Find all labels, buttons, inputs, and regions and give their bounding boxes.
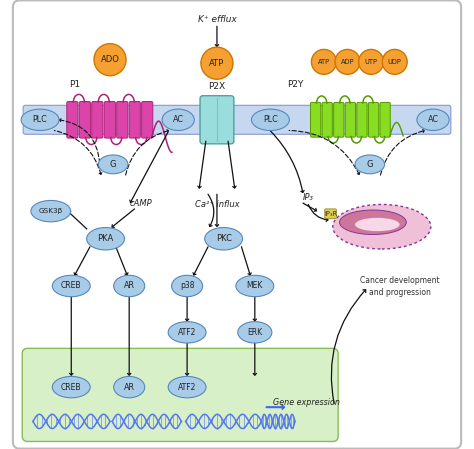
Ellipse shape xyxy=(355,155,384,174)
FancyBboxPatch shape xyxy=(23,106,451,134)
Ellipse shape xyxy=(252,109,289,131)
Ellipse shape xyxy=(168,376,206,398)
FancyBboxPatch shape xyxy=(104,101,115,138)
Ellipse shape xyxy=(339,210,406,234)
Ellipse shape xyxy=(162,109,194,131)
Ellipse shape xyxy=(172,275,202,297)
Ellipse shape xyxy=(355,218,400,231)
Text: PLC: PLC xyxy=(33,115,47,124)
FancyBboxPatch shape xyxy=(22,348,338,441)
FancyBboxPatch shape xyxy=(380,102,390,137)
Text: PKC: PKC xyxy=(216,234,232,243)
Ellipse shape xyxy=(333,204,431,249)
FancyBboxPatch shape xyxy=(129,101,140,138)
Circle shape xyxy=(335,49,360,75)
Ellipse shape xyxy=(238,321,272,343)
Circle shape xyxy=(201,47,233,79)
FancyBboxPatch shape xyxy=(310,102,321,137)
Text: MEK: MEK xyxy=(246,282,263,291)
Text: K⁺ efflux: K⁺ efflux xyxy=(198,15,237,24)
Ellipse shape xyxy=(21,109,59,131)
FancyBboxPatch shape xyxy=(67,101,78,138)
Ellipse shape xyxy=(99,155,128,174)
Text: p38: p38 xyxy=(180,282,194,291)
Ellipse shape xyxy=(114,376,145,398)
Ellipse shape xyxy=(31,200,71,222)
FancyBboxPatch shape xyxy=(142,101,153,138)
Ellipse shape xyxy=(205,228,243,250)
Text: ATF2: ATF2 xyxy=(178,328,196,337)
Text: G: G xyxy=(110,160,117,169)
FancyBboxPatch shape xyxy=(117,101,128,138)
Text: cAMP: cAMP xyxy=(130,198,153,207)
Text: P2Y: P2Y xyxy=(287,79,303,88)
Text: UTP: UTP xyxy=(365,59,378,65)
Circle shape xyxy=(382,49,407,75)
Text: CREB: CREB xyxy=(61,383,82,392)
Text: Cancer development
and progression: Cancer development and progression xyxy=(360,277,439,297)
FancyBboxPatch shape xyxy=(368,102,379,137)
Ellipse shape xyxy=(168,321,206,343)
Text: ATP: ATP xyxy=(318,59,330,65)
FancyBboxPatch shape xyxy=(357,102,367,137)
FancyBboxPatch shape xyxy=(13,0,461,449)
Text: P2X: P2X xyxy=(209,82,226,91)
Text: AR: AR xyxy=(124,383,135,392)
Text: AC: AC xyxy=(428,115,438,124)
Circle shape xyxy=(311,49,337,75)
FancyBboxPatch shape xyxy=(79,101,91,138)
Text: ADO: ADO xyxy=(100,55,119,64)
FancyBboxPatch shape xyxy=(345,102,356,137)
Text: ERK: ERK xyxy=(247,328,263,337)
Text: G: G xyxy=(366,160,373,169)
FancyBboxPatch shape xyxy=(200,96,234,144)
Text: CREB: CREB xyxy=(61,282,82,291)
FancyBboxPatch shape xyxy=(325,209,337,219)
Text: Gene expression: Gene expression xyxy=(273,398,340,407)
Ellipse shape xyxy=(87,228,125,250)
Text: AR: AR xyxy=(124,282,135,291)
Text: PLC: PLC xyxy=(263,115,278,124)
Ellipse shape xyxy=(114,275,145,297)
Text: IP₃: IP₃ xyxy=(303,193,314,202)
Text: ADP: ADP xyxy=(341,59,354,65)
Text: P1: P1 xyxy=(69,79,80,88)
Text: AC: AC xyxy=(173,115,184,124)
Text: UDP: UDP xyxy=(388,59,401,65)
Ellipse shape xyxy=(52,275,90,297)
Text: ATP: ATP xyxy=(210,59,225,68)
FancyBboxPatch shape xyxy=(322,102,332,137)
Ellipse shape xyxy=(417,109,449,131)
Ellipse shape xyxy=(236,275,274,297)
Text: GSK3β: GSK3β xyxy=(39,208,63,214)
FancyBboxPatch shape xyxy=(92,101,103,138)
Text: ATF2: ATF2 xyxy=(178,383,196,392)
FancyBboxPatch shape xyxy=(334,102,344,137)
Text: Ca²⁺ influx: Ca²⁺ influx xyxy=(195,200,239,209)
Circle shape xyxy=(94,44,126,76)
Ellipse shape xyxy=(52,376,90,398)
Text: PKA: PKA xyxy=(98,234,114,243)
Circle shape xyxy=(359,49,383,75)
Text: IP₃R: IP₃R xyxy=(325,211,338,217)
